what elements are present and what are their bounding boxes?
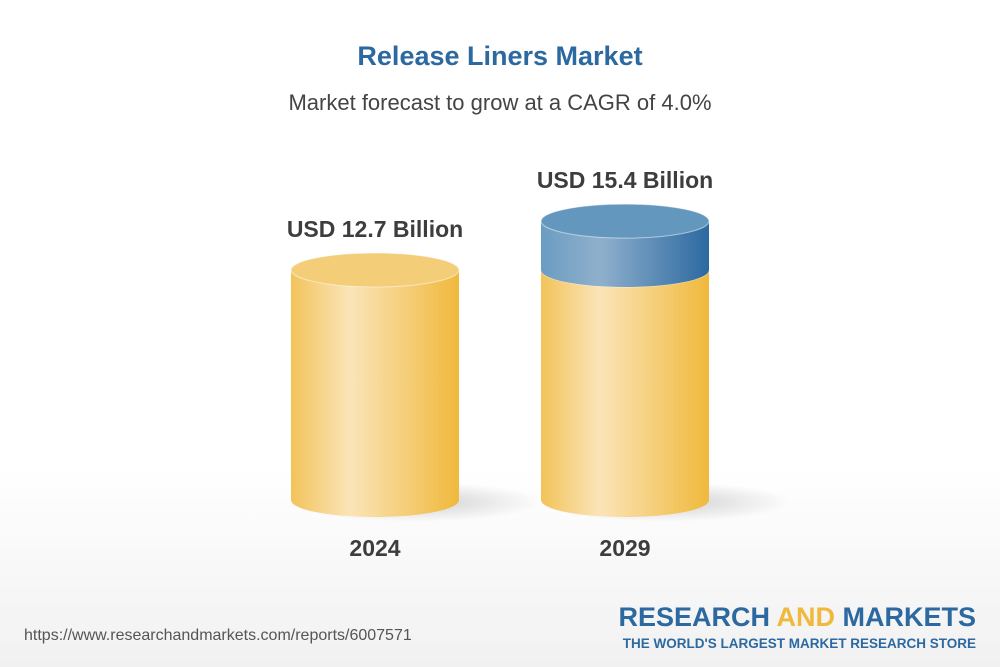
bar-base-2029-body [541,270,709,517]
category-label: 2024 [349,535,400,561]
chart-subtitle: Market forecast to grow at a CAGR of 4.0… [288,90,712,115]
bar-2024-body [291,270,459,517]
logo-word-and: AND [776,602,836,632]
data-label: USD 15.4 Billion [537,167,713,193]
category-label: 2029 [599,535,650,561]
chart: USD 12.7 Billion 2024 USD 15.4 Billion 2029 [287,167,791,561]
logo-word-markets: MARKETS [835,602,977,632]
brand-logo: RESEARCH AND MARKETS [618,602,976,632]
brand-tagline: THE WORLD'S LARGEST MARKET RESEARCH STOR… [622,636,976,651]
bar-2024-top [290,252,460,288]
bar-growth-2029-top [540,203,710,239]
bar-growth-2029-body [541,221,709,287]
data-label: USD 12.7 Billion [287,216,463,242]
logo-word-research: RESEARCH [618,602,777,632]
source-url[interactable]: https://www.researchandmarkets.com/repor… [24,627,412,644]
chart-title: Release Liners Market [357,41,643,71]
